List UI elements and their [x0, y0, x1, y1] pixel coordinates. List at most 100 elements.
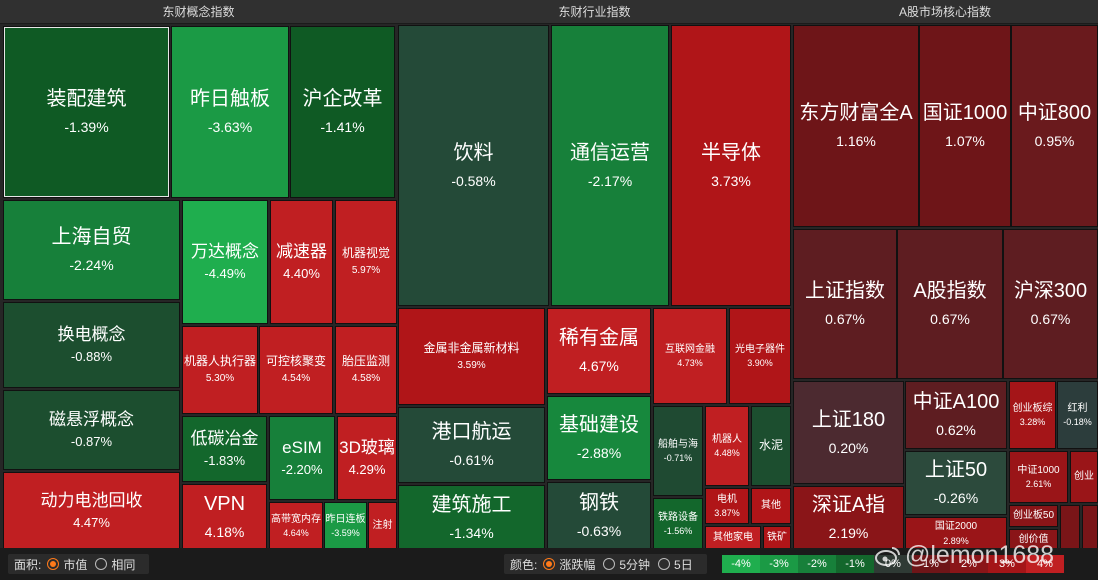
concept-tile[interactable]: 换电概念 -0.88%: [3, 302, 180, 388]
core-tile[interactable]: 东方财富全A 1.16%: [793, 25, 919, 227]
tile-change-percent: 3.28%: [1019, 417, 1046, 428]
industry-tile[interactable]: 钢铁 -0.63%: [547, 482, 651, 550]
industry-tile[interactable]: 饮料 -0.58%: [398, 25, 549, 306]
core-tile[interactable]: 红利 -0.18%: [1057, 381, 1098, 449]
concept-tile[interactable]: 低碳冶金 -1.83%: [182, 416, 267, 482]
tile-name: 昨日触板: [190, 88, 270, 111]
tile-name: 中证1000: [1017, 464, 1060, 476]
color-option-change[interactable]: 涨跌幅: [543, 556, 595, 573]
concept-tile[interactable]: 机器视觉 5.97%: [335, 200, 397, 324]
core-tile[interactable]: 深证A指 2.19%: [793, 486, 904, 550]
industry-tile[interactable]: 基础建设 -2.88%: [547, 396, 651, 480]
industry-tile[interactable]: 互联网金融 4.73%: [653, 308, 727, 404]
industry-tile[interactable]: 通信运营 -2.17%: [551, 25, 669, 306]
concept-tile[interactable]: 减速器 4.40%: [270, 200, 333, 324]
tile-name: 基础建设: [559, 414, 639, 437]
industry-tile[interactable]: 铁矿: [763, 526, 791, 550]
concept-tile[interactable]: eSIM -2.20%: [269, 416, 335, 500]
tile-change-percent: -1.39%: [64, 119, 109, 136]
industry-tile[interactable]: 建筑施工 -1.34%: [398, 485, 545, 550]
area-option-equal[interactable]: 相同: [95, 556, 135, 573]
color-option-5day[interactable]: 5日: [658, 556, 693, 573]
tile-change-percent: 4.18%: [204, 524, 245, 541]
tile-name: 沪深300: [1013, 280, 1088, 303]
concept-tile[interactable]: 注射: [368, 502, 397, 550]
tile-change-percent: -3.63%: [207, 119, 253, 136]
tile-change-percent: -0.63%: [576, 523, 622, 540]
concept-tile[interactable]: 高带宽内存 4.64%: [269, 502, 323, 550]
core-tile[interactable]: 国证1000 1.07%: [919, 25, 1011, 227]
tile-change-percent: 3.87%: [714, 508, 740, 519]
core-tile[interactable]: 上证指数 0.67%: [793, 229, 897, 379]
core-tile[interactable]: 中证A100 0.62%: [905, 381, 1007, 449]
tile-name: 换电概念: [57, 324, 126, 344]
concept-tile[interactable]: 装配建筑 -1.39%: [3, 26, 170, 198]
concept-tile[interactable]: 3D玻璃 4.29%: [337, 416, 397, 500]
tile-name: 装配建筑: [46, 88, 127, 111]
industry-tile[interactable]: 稀有金属 4.67%: [547, 308, 651, 394]
core-tile[interactable]: 创业板50: [1009, 505, 1058, 527]
core-tile[interactable]: [1082, 505, 1098, 550]
tile-change-percent: 4.64%: [283, 528, 309, 539]
color-legend: -4% -3% -2% -1% 0% 1% 2% 3% 4%: [722, 555, 1064, 573]
core-tile[interactable]: A股指数 0.67%: [897, 229, 1003, 379]
core-tile[interactable]: 国证2000 2.89%: [905, 517, 1007, 550]
concept-tile[interactable]: 昨日连板 -3.59%: [324, 502, 367, 550]
concept-tile[interactable]: 机器人执行器 5.30%: [182, 326, 258, 414]
core-tile[interactable]: 创业板综 3.28%: [1009, 381, 1056, 449]
tile-name: 低碳冶金: [190, 428, 259, 448]
radio-selected-icon: [543, 558, 556, 570]
core-tile[interactable]: [1060, 505, 1080, 550]
core-tile[interactable]: 上证180 0.20%: [793, 381, 904, 484]
legend-swatch: 2%: [950, 555, 988, 573]
tile-change-percent: -2.20%: [281, 462, 323, 478]
tile-name: 注射: [372, 520, 393, 532]
concept-tile[interactable]: 动力电池回收 4.47%: [3, 472, 180, 550]
area-option-market-cap[interactable]: 市值: [47, 556, 87, 573]
tile-change-percent: -1.41%: [320, 119, 365, 136]
radio-selected-icon: [47, 558, 60, 570]
tile-name: 水泥: [758, 438, 783, 453]
core-tile[interactable]: 创业: [1070, 451, 1098, 503]
industry-index-panel: 东财行业指数 饮料 -0.58% 通信运营 -2.17% 半导体 3.73% 金属非金属新材…: [397, 0, 792, 550]
color-option-5day-label: 5日: [674, 557, 693, 572]
core-tile[interactable]: 中证1000 2.61%: [1009, 451, 1068, 503]
concept-tile[interactable]: 万达概念 -4.49%: [182, 200, 268, 324]
industry-tile[interactable]: 其他: [751, 488, 791, 524]
tile-change-percent: 0.62%: [936, 422, 976, 439]
tile-name: 机器人: [712, 433, 742, 445]
concept-tile[interactable]: 沪企改革 -1.41%: [290, 26, 395, 198]
tile-name: 光电子器件: [735, 343, 785, 355]
color-option-5min[interactable]: 5分钟: [603, 556, 650, 573]
industry-tile[interactable]: 船舶与海 -0.71%: [653, 406, 703, 496]
tile-change-percent: 1.16%: [836, 133, 876, 150]
industry-tile[interactable]: 金属非金属新材料 3.59%: [398, 308, 545, 405]
tile-name: 磁悬浮概念: [49, 409, 134, 429]
tile-name: 昨日连板: [325, 513, 366, 525]
industry-tile[interactable]: 水泥: [751, 406, 791, 486]
tile-name: 3D玻璃: [339, 437, 395, 457]
core-tile[interactable]: 上证50 -0.26%: [905, 451, 1007, 515]
concept-tile[interactable]: VPN 4.18%: [182, 484, 267, 550]
concept-tile[interactable]: 可控核聚变 4.54%: [259, 326, 333, 414]
radio-unselected-icon: [95, 558, 108, 570]
core-tile[interactable]: 创价值: [1009, 529, 1058, 550]
core-tile[interactable]: 中证800 0.95%: [1011, 25, 1098, 227]
concept-tile[interactable]: 上海自贸 -2.24%: [3, 200, 180, 300]
tile-change-percent: 4.58%: [351, 373, 381, 385]
industry-tile[interactable]: 光电子器件 3.90%: [729, 308, 791, 404]
industry-tile[interactable]: 铁路设备 -1.56%: [653, 498, 703, 550]
tile-name: 上证50: [924, 459, 988, 482]
industry-tile[interactable]: 其他家电: [705, 526, 761, 550]
tile-name: 通信运营: [570, 141, 650, 164]
tile-change-percent: 4.67%: [579, 358, 619, 375]
concept-tile[interactable]: 昨日触板 -3.63%: [171, 26, 289, 198]
concept-tile[interactable]: 胎压监测 4.58%: [335, 326, 397, 414]
core-tile[interactable]: 沪深300 0.67%: [1003, 229, 1098, 379]
industry-tile[interactable]: 电机 3.87%: [705, 488, 749, 524]
industry-tile[interactable]: 机器人 4.48%: [705, 406, 749, 486]
concept-tile[interactable]: 磁悬浮概念 -0.87%: [3, 390, 180, 470]
tile-change-percent: 3.90%: [747, 358, 773, 369]
industry-tile[interactable]: 半导体 3.73%: [671, 25, 791, 306]
industry-tile[interactable]: 港口航运 -0.61%: [398, 407, 545, 483]
